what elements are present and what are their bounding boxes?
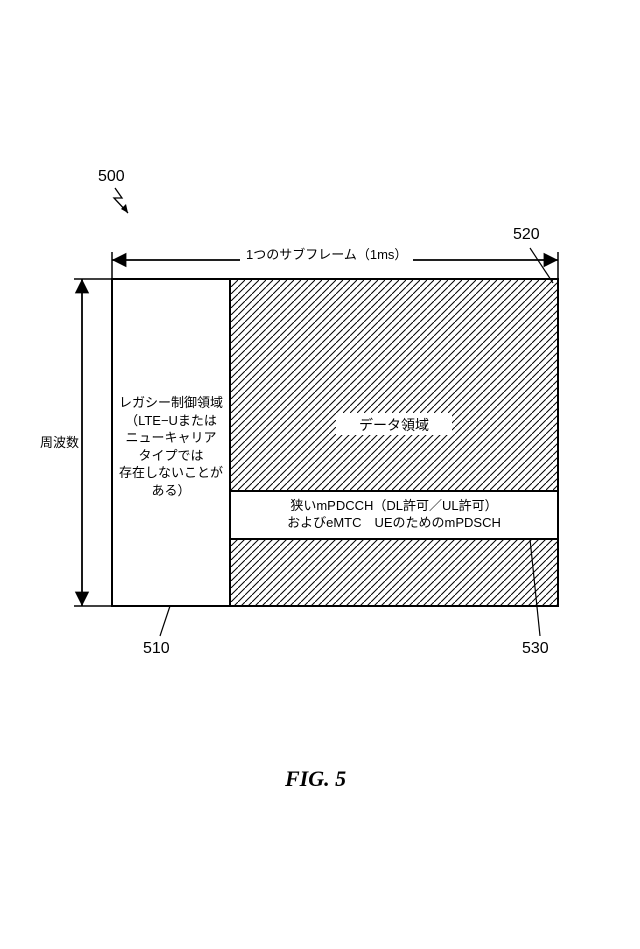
legacy-line3: ニューキャリア	[125, 430, 216, 445]
subframe-label: 1つのサブフレーム（1ms）	[240, 246, 413, 264]
narrow-line2: およびeMTC UEのためのmPDSCH	[287, 515, 501, 530]
legacy-line2: （LTE−Uまたは	[125, 413, 217, 428]
ref-530: 530	[522, 640, 549, 658]
figure-caption: FIG. 5	[285, 766, 346, 792]
ref-520: 520	[513, 226, 540, 244]
y-axis-label: 周波数	[40, 434, 79, 452]
ref-510: 510	[143, 640, 170, 658]
page: 500	[0, 0, 640, 949]
legacy-line1: レガシー制御領域	[119, 395, 223, 410]
legacy-region-text: レガシー制御領域 （LTE−Uまたは ニューキャリア タイプでは 存在しないこと…	[112, 394, 230, 499]
diagram-svg	[0, 0, 640, 949]
legacy-line4: タイプでは	[138, 448, 203, 463]
narrow-line1: 狭いmPDCCH（DL許可／UL許可）	[290, 498, 497, 513]
legacy-line6: ある）	[151, 483, 190, 498]
legacy-line5: 存在しないことが	[119, 465, 223, 480]
narrow-band-text: 狭いmPDCCH（DL許可／UL許可） およびeMTC UEのためのmPDSCH	[230, 498, 558, 532]
data-region-label: データ領域	[336, 416, 452, 435]
